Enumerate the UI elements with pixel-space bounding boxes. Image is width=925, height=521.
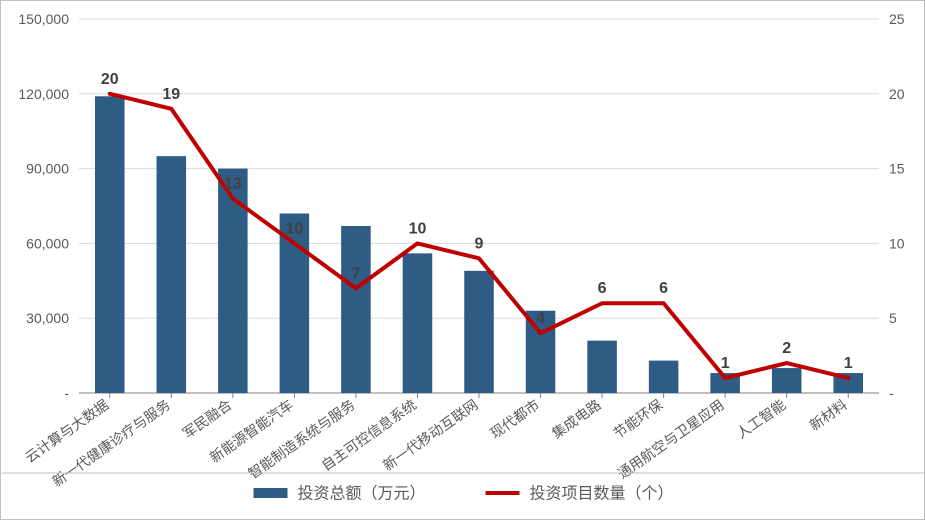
bar — [218, 169, 248, 393]
legend-label: 投资总额（万元） — [298, 485, 426, 503]
y-left-tick-label: 60,000 — [26, 235, 69, 251]
y-right-tick-label: - — [889, 385, 894, 401]
y-right-tick-label: 25 — [889, 11, 905, 27]
line-data-label: 10 — [285, 220, 303, 237]
x-tick-label: 通用航空与卫星应用 — [614, 396, 726, 481]
x-tick-label: 新一代健康诊疗与服务 — [49, 396, 173, 489]
line-data-label: 2 — [782, 340, 791, 357]
bar — [95, 96, 125, 393]
x-tick-label: 现代都市 — [487, 396, 542, 441]
chart-svg: - 30,000 60,000 90,000 120,000 150,000 - 5 10 15 2… — [1, 1, 925, 521]
x-tick-label: 智能制造系统与服务 — [245, 396, 357, 481]
x-tick-label-group: 新材料 — [806, 396, 850, 433]
bar — [403, 253, 433, 393]
line-data-label: 10 — [409, 220, 427, 237]
bar — [280, 213, 310, 393]
x-tick-label-group: 军民融合 — [180, 396, 235, 441]
x-tick-label: 节能环保 — [610, 396, 665, 441]
x-tick-label-group: 通用航空与卫星应用 — [614, 396, 726, 481]
line-data-label: 13 — [224, 176, 242, 193]
x-tick-label-group: 节能环保 — [610, 396, 665, 441]
x-tick-label-group: 新一代健康诊疗与服务 — [49, 396, 173, 489]
x-tick-label: 军民融合 — [180, 396, 235, 441]
y-right-tick-label: 15 — [889, 161, 905, 177]
line-data-label: 4 — [536, 310, 545, 327]
line-data-label: 9 — [475, 235, 484, 252]
line-data-label: 7 — [351, 265, 360, 282]
legend-swatch-bar — [254, 488, 288, 498]
line-data-label: 20 — [101, 71, 119, 88]
chart-container: - 30,000 60,000 90,000 120,000 150,000 - 5 10 15 2… — [0, 0, 925, 520]
line-data-label: 19 — [162, 86, 180, 103]
bar — [587, 341, 617, 393]
x-tick-label-group: 人工智能 — [733, 396, 788, 441]
line-data-label: 1 — [721, 355, 730, 372]
y-right-tick-label: 20 — [889, 86, 905, 102]
y-left-tick-label: 150,000 — [18, 11, 69, 27]
y-right-tick-label: 10 — [889, 235, 905, 251]
bar — [341, 226, 371, 393]
y-left-tick-label: 120,000 — [18, 86, 69, 102]
x-tick-label: 新材料 — [806, 396, 850, 433]
x-tick-label-group: 集成电路 — [549, 396, 604, 441]
x-tick-label-group: 现代都市 — [487, 396, 542, 441]
x-tick-label: 人工智能 — [733, 396, 788, 441]
y-left-tick-label: 90,000 — [26, 161, 69, 177]
bar — [464, 271, 494, 393]
line-data-label: 6 — [598, 280, 607, 297]
y-right-tick-label: 5 — [889, 310, 897, 326]
y-left-tick-label: 30,000 — [26, 310, 69, 326]
line-data-label: 6 — [659, 280, 668, 297]
x-tick-label-group: 智能制造系统与服务 — [245, 396, 357, 481]
bar — [772, 368, 802, 393]
legend-label: 投资项目数量（个） — [530, 485, 674, 503]
x-tick-label: 集成电路 — [549, 396, 604, 441]
bar — [157, 156, 187, 393]
line-data-label: 1 — [844, 355, 853, 372]
bar — [649, 361, 679, 393]
y-left-tick-label: - — [64, 385, 69, 401]
